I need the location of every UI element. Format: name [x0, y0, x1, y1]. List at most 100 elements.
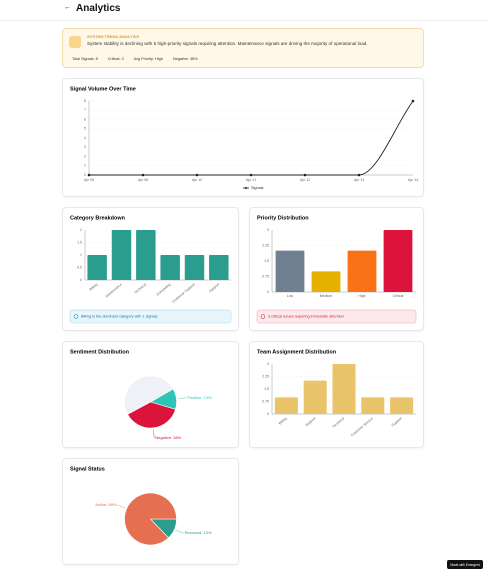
chart-card: Priority Distribution 0 0.75 1.5 2.25 3 Low Med…: [249, 207, 424, 331]
chart-card: Sentiment Distribution Positive: 13% Negat…: [62, 341, 239, 448]
back-button[interactable]: ←: [64, 4, 71, 11]
pie-slice: [124, 492, 177, 546]
x-tick-label: Apr 13: [354, 178, 364, 182]
bar: [274, 397, 298, 414]
point: [87, 173, 91, 177]
x-tick-label: Maintenance: [105, 282, 123, 298]
note-box: [256, 309, 417, 324]
slice-label: Negative: 38%: [155, 435, 181, 440]
stat: Total Signals: 8: [72, 57, 98, 61]
bar: [303, 380, 327, 414]
x-tick-label: Scheduling: [156, 282, 172, 296]
bar: [87, 255, 107, 280]
bar: [347, 250, 377, 292]
bar: [390, 397, 414, 414]
y-tick-label: 0: [80, 278, 82, 282]
stat: Critical: 3: [107, 57, 124, 61]
x-tick-label: Support: [304, 416, 316, 427]
chart-card: Category Breakdown 0 0.5 1 1.5 2 Billing Mainte…: [62, 207, 239, 331]
y-tick-label: 0: [267, 412, 269, 416]
bar: [332, 364, 356, 414]
x-tick-label: Billing: [278, 416, 288, 425]
y-tick-label: 2: [80, 228, 82, 232]
y-tick-label: 2.25: [262, 374, 269, 378]
x-tick-label: Apr 06: [84, 178, 94, 182]
chart-title: Sentiment Distribution: [70, 349, 130, 355]
legend-label: Signals: [251, 186, 264, 190]
bar: [111, 230, 132, 280]
point: [411, 99, 415, 103]
x-tick-label: High: [358, 294, 365, 298]
chart-title: Priority Distribution: [257, 215, 309, 221]
bar: [209, 255, 229, 280]
note-text: 3 critical issues requiring immediate at…: [268, 315, 344, 319]
x-tick-label: Support: [391, 416, 403, 427]
chart-title: Category Breakdown: [70, 215, 126, 221]
x-tick-label: Apr 14: [408, 178, 418, 182]
x-tick-label: Medium: [320, 294, 333, 298]
y-tick-label: 2.25: [262, 243, 269, 247]
y-tick-label: 4: [84, 136, 86, 140]
chart: Team Assignment Distribution 0 0.75 1.5 2.25…: [257, 349, 416, 437]
chart-card: Signal Status Resolved: 13% Active: 88%: [62, 458, 239, 565]
x-tick-label: Critical: [393, 294, 404, 298]
y-tick-label: 6: [84, 117, 86, 121]
x-tick-label: Apr 10: [192, 178, 202, 182]
x-tick-label: Customer Support: [171, 282, 195, 303]
chart: Signal Status Resolved: 13% Active: 88%: [70, 466, 212, 546]
y-tick-label: 2: [84, 154, 86, 158]
note-icon: [73, 314, 79, 319]
chart: Priority Distribution 0 0.75 1.5 2.25 3 Low Med…: [256, 215, 417, 324]
y-tick-label: 3: [267, 362, 269, 366]
leader-line: [117, 504, 125, 509]
note-text: Billing is the dominant category with 1 …: [81, 315, 158, 319]
y-tick-label: 0: [267, 290, 269, 294]
y-tick-label: 8: [84, 99, 86, 103]
x-tick-label: Billing: [89, 282, 99, 291]
chart: Sentiment Distribution Positive: 13% Negat…: [70, 349, 212, 440]
y-tick-label: 7: [84, 108, 86, 112]
bar: [311, 271, 341, 292]
y-tick-label: 1.5: [77, 240, 82, 244]
page-title: Analytics: [76, 3, 121, 14]
leader-line: [176, 529, 184, 534]
x-tick-label: Technical: [133, 282, 147, 295]
bar: [184, 255, 205, 280]
x-tick-label: Support: [208, 282, 220, 293]
point: [141, 173, 145, 177]
leader-line: [178, 397, 187, 399]
y-tick-label: 1: [80, 253, 82, 257]
y-tick-label: 3: [84, 145, 86, 149]
y-tick-label: 5: [84, 127, 86, 131]
banner-icon: [69, 36, 81, 48]
x-tick-label: Apr 08: [138, 178, 148, 182]
y-tick-label: 0: [84, 173, 86, 177]
banner-stats: Total Signals: 8 Critical: 3 Avg Priority:…: [72, 57, 198, 61]
bar: [136, 230, 156, 280]
x-tick-label: Customer Service: [350, 416, 374, 437]
y-tick-label: 1.5: [264, 259, 269, 263]
note-icon: [260, 314, 266, 319]
bar: [383, 230, 413, 292]
chart: Category Breakdown 0 0.5 1 1.5 2 Billing Mainte…: [69, 215, 232, 324]
bar: [361, 397, 385, 414]
chart-title: Team Assignment Distribution: [257, 349, 337, 355]
stat: Avg Priority: High: [133, 57, 163, 61]
x-tick-label: Apr 11: [246, 178, 256, 182]
banner-label: SYSTEM TREND ANALYSIS: [87, 34, 140, 39]
pie-slice: [124, 375, 174, 415]
top-bar: ← Analytics: [0, 0, 487, 21]
slice-label: Resolved: 13%: [185, 530, 212, 535]
y-tick-label: 1.5: [264, 387, 269, 391]
pie-slice: [127, 401, 176, 429]
slice-label: Active: 88%: [95, 502, 117, 507]
point: [249, 173, 253, 177]
chart-title: Signal Volume Over Time: [70, 86, 136, 92]
y-tick-label: 3: [267, 228, 269, 232]
badge[interactable]: Made with Emergent: [447, 560, 483, 569]
stat: Negative: 38%: [172, 57, 198, 61]
chart-title: Signal Status: [70, 466, 105, 472]
banner-message: System stability is declining with 5 hig…: [87, 41, 368, 46]
leader-line: [153, 429, 155, 438]
